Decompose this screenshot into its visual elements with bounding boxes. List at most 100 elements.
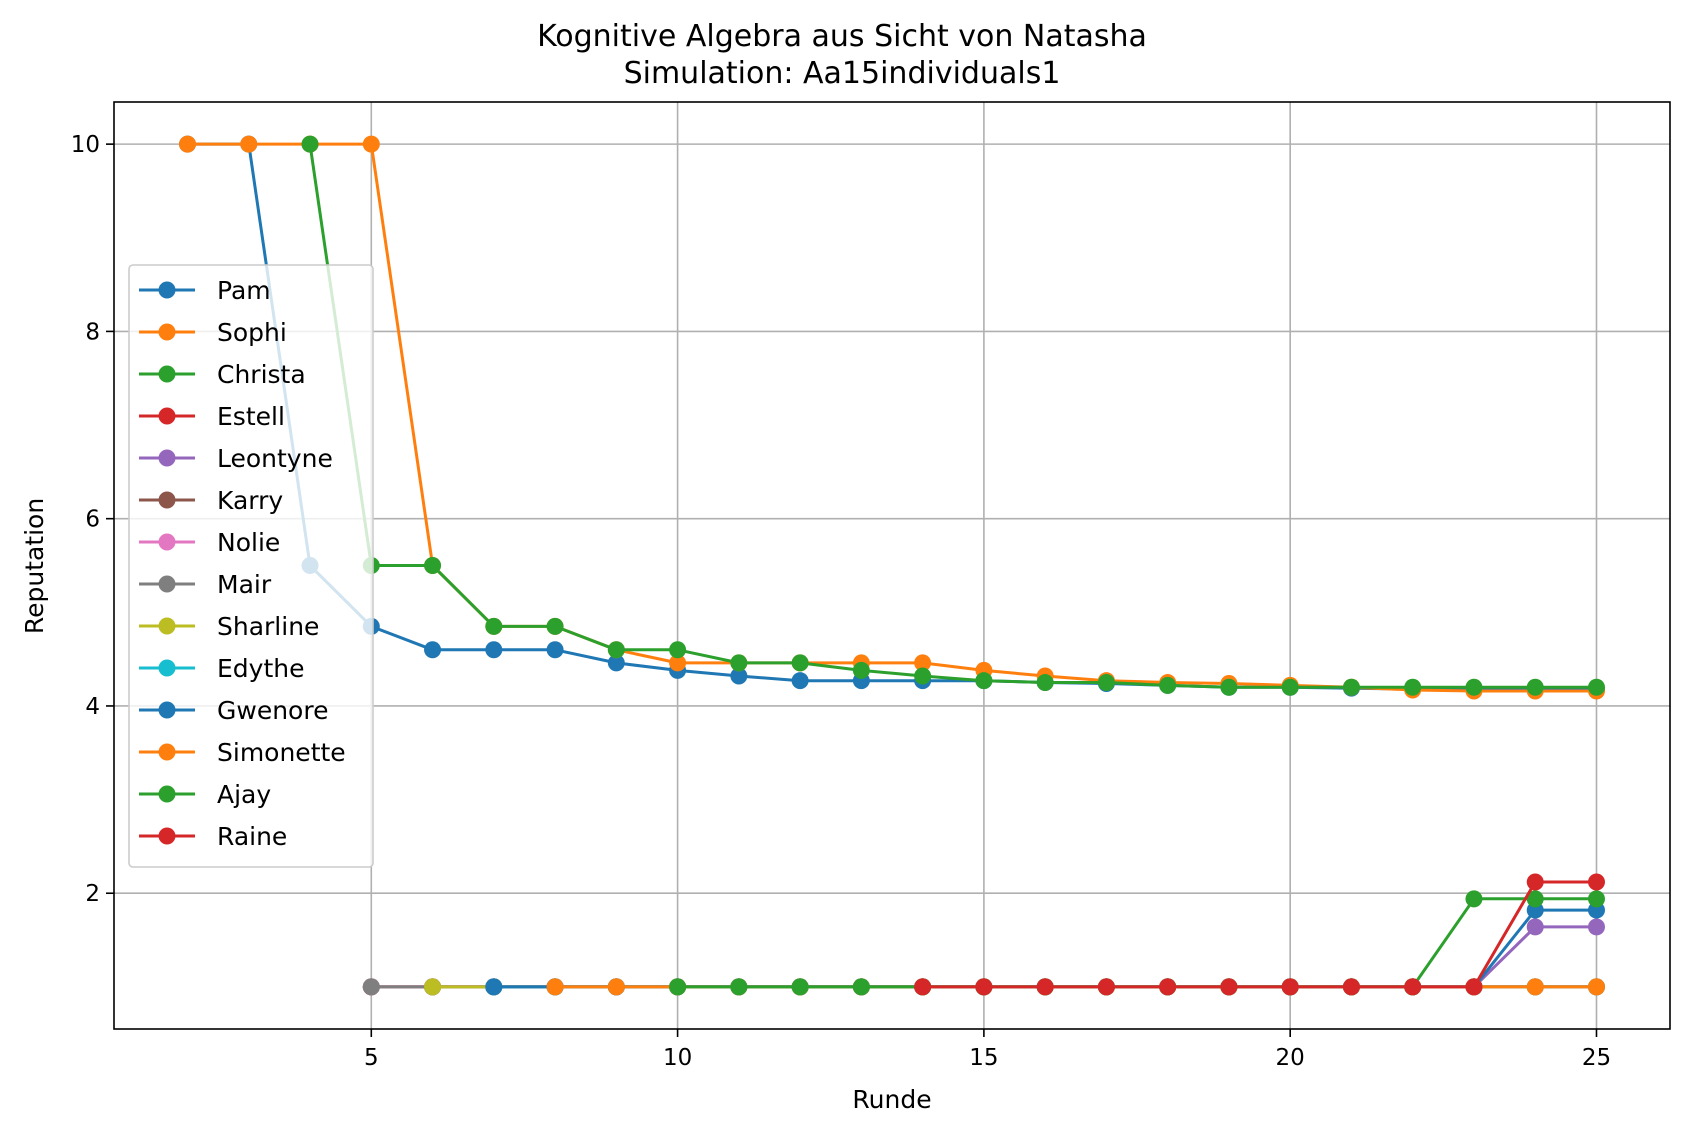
data-point — [240, 135, 258, 153]
legend-marker — [158, 575, 176, 593]
legend-item-edythe: Edythe — [139, 654, 305, 683]
y-tick-label: 10 — [71, 132, 100, 158]
legend-marker — [158, 743, 176, 761]
legend-label: Sharline — [217, 612, 319, 641]
data-point — [1526, 873, 1544, 891]
legend-item-ajay: Ajay — [139, 780, 271, 809]
data-point — [730, 978, 748, 996]
chart-subtitle: Simulation: Aa15individuals1 — [624, 56, 1061, 91]
y-tick-label: 4 — [85, 694, 100, 720]
legend-label: Christa — [217, 360, 306, 389]
legend-label: Leontyne — [217, 444, 333, 473]
data-point — [975, 978, 993, 996]
legend-item-gwenore: Gwenore — [139, 696, 328, 725]
x-tick-label: 10 — [663, 1045, 692, 1071]
data-point — [791, 654, 809, 672]
legend-marker — [158, 491, 176, 509]
data-point — [1587, 918, 1605, 936]
data-point — [914, 654, 932, 672]
legend-marker — [158, 701, 176, 719]
chart-title: Kognitive Algebra aus Sicht von Natasha — [537, 19, 1147, 54]
data-point — [791, 672, 809, 690]
legend-label: Karry — [217, 486, 283, 515]
data-point — [1281, 678, 1299, 696]
data-point — [669, 978, 687, 996]
data-point — [1404, 978, 1422, 996]
axis-ticks: 5 10 15 20 25 2 4 6 8 10 — [71, 132, 1611, 1071]
plot-frame — [113, 101, 1671, 1030]
data-point — [852, 661, 870, 679]
data-point — [669, 641, 687, 659]
y-tick-label: 8 — [85, 319, 100, 345]
data-point — [1587, 978, 1605, 996]
legend-item-raine: Raine — [139, 822, 287, 851]
data-point — [1587, 873, 1605, 891]
legend-item-estell: Estell — [139, 402, 285, 431]
data-point — [424, 557, 442, 574]
data-point — [1281, 978, 1299, 996]
data-point — [914, 978, 932, 996]
data-point — [1526, 890, 1544, 908]
data-point — [485, 978, 503, 996]
legend-label: Pam — [217, 276, 271, 305]
legend-item-karry: Karry — [139, 486, 283, 515]
data-point — [1159, 676, 1177, 694]
data-point — [1526, 678, 1544, 696]
data-point — [485, 617, 503, 635]
data-point — [607, 654, 625, 672]
series-line — [308, 143, 1597, 689]
y-tick-label: 2 — [85, 881, 100, 907]
legend-marker — [158, 617, 176, 635]
series-christa — [301, 135, 1605, 696]
legend-label: Ajay — [217, 780, 271, 809]
data-point — [607, 978, 625, 996]
legend-marker — [158, 407, 176, 425]
legend-label: Estell — [217, 402, 285, 431]
data-point — [1465, 678, 1483, 696]
legend-item-christa: Christa — [139, 360, 306, 389]
data-point — [546, 978, 564, 996]
legend-label: Gwenore — [217, 696, 328, 725]
data-point — [1587, 890, 1605, 908]
legend-box — [128, 264, 374, 868]
series-raine — [914, 873, 1605, 996]
data-point — [1036, 978, 1054, 996]
data-point — [424, 978, 442, 996]
data-point — [301, 135, 319, 153]
data-point — [1526, 978, 1544, 996]
legend-label: Sophi — [217, 318, 287, 347]
series-lines — [179, 135, 1605, 996]
data-point — [485, 641, 503, 659]
legend-item-leontyne: Leontyne — [139, 444, 333, 473]
data-point — [1097, 978, 1115, 996]
legend-marker — [158, 659, 176, 677]
data-point — [669, 654, 687, 672]
legend: Pam Sophi Christa Estell Leontyne Karry Nolie M… — [128, 264, 374, 868]
data-point — [852, 978, 870, 996]
data-point — [607, 641, 625, 659]
data-point — [1220, 678, 1238, 696]
data-point — [1587, 678, 1605, 696]
data-point — [1342, 978, 1360, 996]
data-point — [1342, 678, 1360, 696]
y-tick-label: 6 — [85, 507, 100, 533]
legend-label: Raine — [217, 822, 287, 851]
legend-marker — [158, 533, 176, 551]
data-point — [362, 135, 380, 153]
x-tick-label: 15 — [969, 1045, 998, 1071]
legend-label: Edythe — [217, 654, 305, 683]
data-point — [1404, 678, 1422, 696]
data-point — [179, 135, 197, 153]
data-point — [1465, 890, 1483, 908]
series-line — [922, 880, 1597, 989]
y-axis-label: Reputation — [20, 498, 49, 634]
data-point — [1036, 674, 1054, 692]
legend-marker — [158, 827, 176, 845]
legend-label: Mair — [217, 570, 272, 599]
data-point — [362, 978, 380, 996]
x-tick-label: 5 — [364, 1045, 379, 1071]
data-point — [975, 672, 993, 690]
legend-item-pam: Pam — [139, 276, 271, 305]
x-axis-label: Runde — [852, 1085, 931, 1114]
legend-marker — [158, 323, 176, 341]
